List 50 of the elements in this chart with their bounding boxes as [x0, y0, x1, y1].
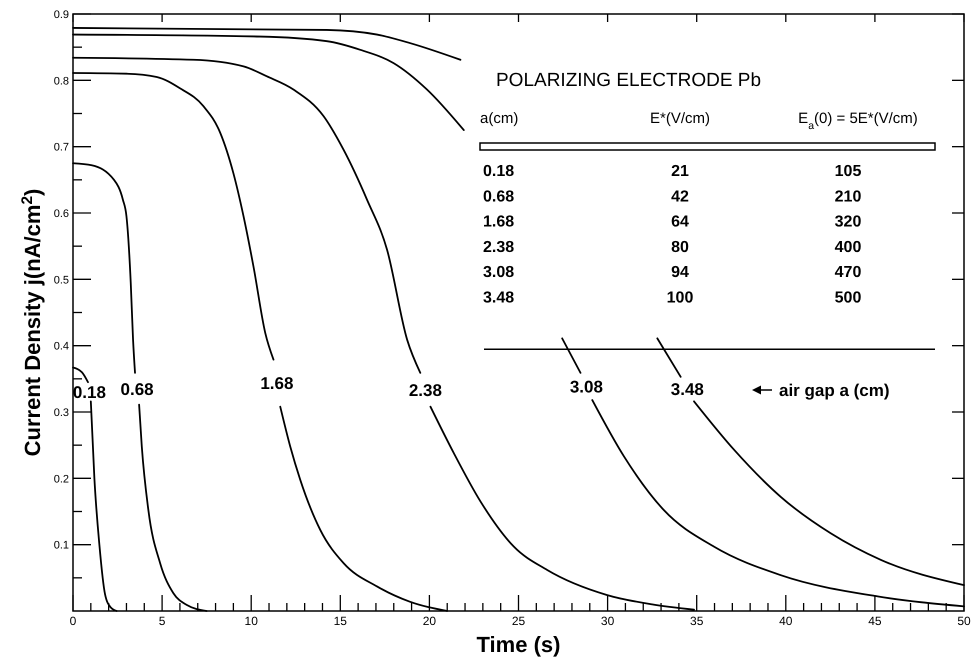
- y-tick-label: 0.4: [54, 340, 69, 353]
- annotation: 3.08: [483, 264, 514, 282]
- x-tick-label: 0: [70, 614, 77, 628]
- annotation: 400: [834, 238, 862, 256]
- annotation: 64: [671, 214, 689, 231]
- y-tick-label: 0.5: [54, 274, 69, 286]
- y-tick-label: 0.3: [54, 407, 69, 419]
- annotation: 0.68: [483, 188, 514, 206]
- annotation: POLARIZING ELECTRODE Pb: [496, 70, 762, 91]
- annotation: 470: [834, 264, 862, 282]
- x-tick-label: 40: [779, 614, 793, 628]
- y-tick-label: 0.1: [54, 540, 69, 552]
- series-label: 3.08: [570, 377, 603, 396]
- y-tick-label: 0.9: [54, 9, 69, 21]
- x-tick-label: 10: [244, 614, 258, 628]
- series-label: 3.48: [670, 380, 704, 400]
- annotation: 42: [671, 188, 689, 206]
- annotation: 2.38: [483, 238, 514, 256]
- y-tick-label: 0.2: [54, 473, 69, 486]
- annotation: 80: [671, 238, 689, 256]
- annotation: 210: [834, 188, 862, 206]
- x-tick-label: 25: [512, 614, 526, 628]
- annotation: 0.18: [483, 163, 514, 180]
- annotation: 100: [666, 290, 694, 306]
- x-tick-label: 30: [600, 614, 615, 628]
- x-tick-label: 5: [158, 614, 166, 628]
- x-tick-label: 45: [868, 614, 882, 628]
- annotation: air gap a (cm): [779, 381, 890, 400]
- series-label: 0.68: [120, 380, 154, 399]
- x-tick-label: 35: [690, 614, 704, 628]
- annotation: 500: [834, 290, 862, 306]
- x-tick-label: 20: [422, 614, 436, 628]
- annotation: 105: [834, 163, 862, 180]
- series-label: 1.68: [260, 374, 294, 394]
- y-tick-label: 0.7: [54, 142, 69, 154]
- y-tick-label: 0.6: [54, 208, 69, 220]
- series-label: 0.18: [72, 382, 106, 402]
- y-tick-label: 0.8: [54, 75, 69, 88]
- annotation: 320: [834, 214, 862, 231]
- annotation: 94: [671, 264, 689, 282]
- series-label: 2.38: [408, 380, 442, 400]
- annotation: 1.68: [483, 214, 514, 231]
- annotation: 3.48: [483, 290, 514, 306]
- annotation: a(cm): [480, 110, 518, 127]
- x-tick-label: 15: [334, 614, 348, 628]
- x-axis-title: Time (s): [476, 632, 560, 657]
- annotation: 21: [671, 163, 689, 180]
- annotation: E$_{a}$(0) = 5E*(V/cm): [798, 110, 918, 132]
- annotation: E*(V/cm): [650, 110, 710, 127]
- x-tick-label: 50: [957, 614, 971, 628]
